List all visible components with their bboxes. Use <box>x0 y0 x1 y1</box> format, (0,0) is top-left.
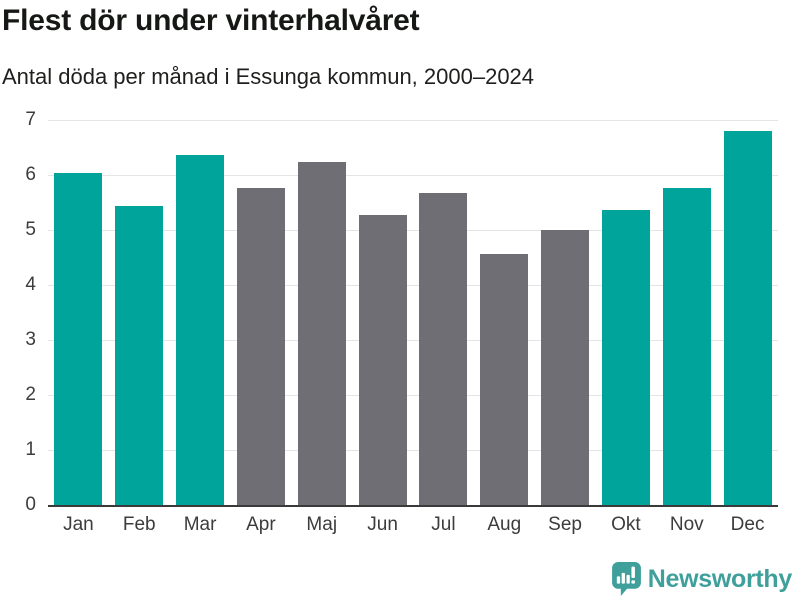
y-axis-labels: 0 1 2 3 4 5 6 7 <box>0 109 40 515</box>
bar-jun <box>358 214 407 505</box>
gridline <box>48 120 778 121</box>
x-axis-label-jan: Jan <box>63 514 94 535</box>
gridline <box>48 340 778 341</box>
x-axis-line <box>48 505 778 507</box>
bar-dec <box>723 131 772 505</box>
y-axis-tick-label: 7 <box>25 109 36 130</box>
x-axis-label-aug: Aug <box>487 514 522 535</box>
bar-sep <box>541 230 590 505</box>
y-axis-tick-label: 3 <box>25 329 36 350</box>
y-axis-tick-label: 4 <box>25 274 36 295</box>
newsworthy-logo: Newsworthy <box>611 562 793 596</box>
x-axis-label-maj: Maj <box>306 514 338 535</box>
bar-maj <box>297 161 346 505</box>
bar-okt <box>601 210 650 505</box>
x-axis-labels: Jan Feb Mar Apr Maj Jun Jul Aug Sep Okt Nov Dec <box>48 512 778 542</box>
bar-feb <box>115 205 164 505</box>
newsworthy-chart-bubble-icon <box>611 562 641 596</box>
chart-title: Flest dör under vinterhalvåret <box>2 4 420 37</box>
gridline <box>48 395 778 396</box>
y-axis-tick-label: 2 <box>25 384 36 405</box>
gridline <box>48 230 778 231</box>
x-axis-label-jul: Jul <box>431 514 456 535</box>
bar-jan <box>54 172 103 505</box>
x-axis-label-nov: Nov <box>669 514 704 535</box>
x-axis-label-feb: Feb <box>122 514 156 535</box>
y-axis-tick-label: 0 <box>25 494 36 515</box>
brand-name: Newsworthy <box>647 564 793 593</box>
plot-area <box>48 120 778 507</box>
y-axis-tick-label: 6 <box>25 164 36 185</box>
x-axis-label-jun: Jun <box>367 514 398 535</box>
x-axis-label-dec: Dec <box>730 514 765 535</box>
x-axis-label-apr: Apr <box>246 514 276 535</box>
y-axis-tick-label: 1 <box>25 439 36 460</box>
bar-aug <box>480 254 529 505</box>
gridline <box>48 175 778 176</box>
chart-subtitle: Antal döda per månad i Essunga kommun, 2… <box>2 64 535 89</box>
bar-mar <box>176 155 225 505</box>
x-axis-label-mar: Mar <box>183 514 217 535</box>
bar-nov <box>662 188 711 505</box>
bar-jul <box>419 192 468 505</box>
x-axis-label-okt: Okt <box>611 514 641 535</box>
gridline <box>48 285 778 286</box>
y-axis-tick-label: 5 <box>25 219 36 240</box>
bar-apr <box>236 188 285 505</box>
x-axis-label-sep: Sep <box>548 514 582 535</box>
gridline <box>48 450 778 451</box>
